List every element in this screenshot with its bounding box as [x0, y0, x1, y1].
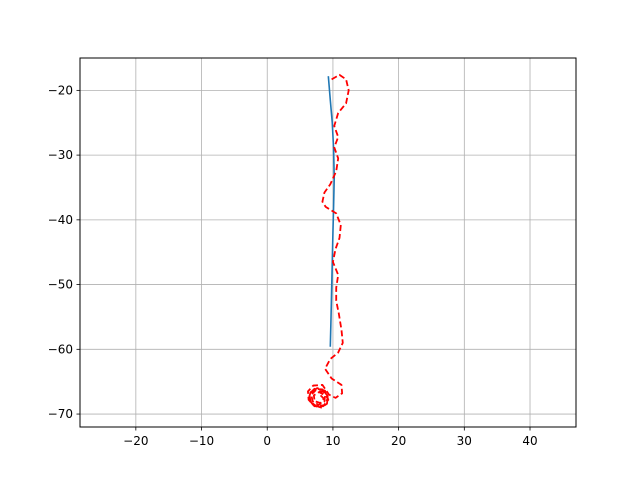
x-tick-label: −20 — [123, 434, 148, 448]
x-tick-label: 40 — [522, 434, 537, 448]
series-layer — [307, 73, 350, 409]
y-tick-label: −40 — [48, 213, 73, 227]
tick-layer: −20 −10 0 10 20 30 40 −20 −30 −40 −50 −60 −70 — [48, 83, 538, 448]
x-tick-label: 10 — [325, 434, 340, 448]
x-tick-label: 0 — [263, 434, 271, 448]
y-tick-label: −50 — [48, 278, 73, 292]
y-tick-label: −70 — [48, 407, 73, 421]
y-tick-label: −30 — [48, 148, 73, 162]
series-line-dashed — [307, 73, 350, 409]
y-tick-label: −20 — [48, 83, 73, 97]
plot-frame — [79, 57, 577, 428]
x-tick-label: −10 — [189, 434, 214, 448]
x-tick-label: 30 — [457, 434, 472, 448]
series-line-solid — [327, 76, 336, 347]
y-tick-label: −60 — [48, 342, 73, 356]
grid-layer — [80, 58, 576, 427]
x-tick-label: 20 — [391, 434, 406, 448]
